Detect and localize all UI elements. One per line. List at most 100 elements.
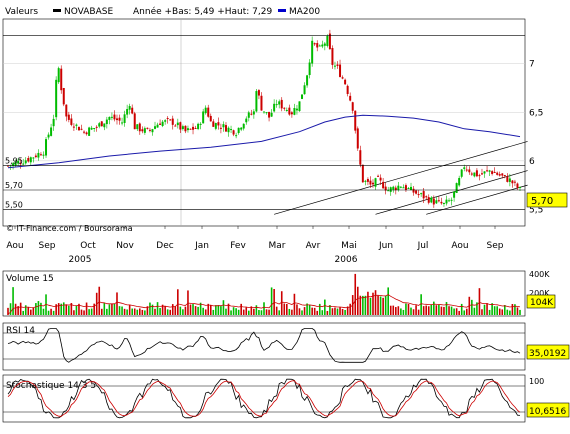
candle — [126, 104, 129, 119]
volume-bar — [374, 290, 377, 315]
volume-bar — [144, 310, 146, 315]
candle — [237, 127, 240, 135]
candle — [128, 103, 131, 115]
volume-bar — [12, 287, 14, 315]
candle — [32, 157, 35, 163]
candle — [263, 111, 265, 114]
volume-bar — [7, 307, 9, 315]
candle — [432, 195, 435, 208]
candle — [242, 123, 245, 131]
candle — [77, 126, 80, 131]
stochastic-tick-100: 100 — [529, 377, 544, 386]
volume-bar — [220, 306, 222, 315]
candle — [70, 114, 73, 127]
candle — [288, 104, 291, 116]
volume-bar — [260, 310, 263, 315]
volume-bar — [232, 307, 235, 315]
candle — [311, 36, 314, 67]
candle — [293, 103, 296, 116]
volume-bar — [389, 305, 392, 315]
volume-bar — [199, 302, 202, 315]
volume-bar — [410, 307, 412, 315]
candle — [379, 174, 382, 185]
candle — [453, 191, 456, 202]
volume-bar — [73, 310, 75, 315]
volume-bar — [164, 306, 166, 315]
volume-bar — [80, 309, 83, 315]
volume-bar — [146, 306, 149, 315]
candle — [382, 178, 385, 189]
rsi-line — [7, 328, 521, 363]
stochastic-last-label: 10,6516 — [529, 407, 566, 417]
year-stats: Année +Bas: 5,49 +Haut: 7,29 — [133, 6, 272, 17]
x-month-label: Fev — [230, 241, 246, 251]
volume-bar — [458, 310, 460, 315]
volume-bar — [372, 292, 374, 315]
volume-bar — [392, 305, 395, 315]
volume-bar — [303, 307, 306, 315]
candle — [214, 122, 217, 131]
volume-last-label: 104K — [530, 298, 554, 308]
volume-bar — [230, 310, 232, 315]
volume-bar — [326, 310, 329, 315]
volume-bar — [184, 306, 187, 315]
candle — [491, 170, 494, 176]
credit-text: © IT-Finance.com / Boursorama — [6, 224, 133, 233]
volume-bar — [253, 308, 255, 315]
volume-bar — [171, 304, 174, 315]
volume-bar — [68, 305, 70, 315]
candle — [204, 105, 207, 115]
price-level-label: 5,50 — [5, 200, 23, 209]
volume-bar — [433, 301, 435, 315]
volume-bar — [296, 304, 298, 315]
candle — [138, 122, 141, 135]
candle — [346, 84, 349, 97]
volume-bar — [149, 302, 151, 315]
volume-bar — [382, 297, 384, 315]
candle — [45, 136, 48, 158]
stochastic-panel: Stochastique 14 3 5 100 10,6516 — [2, 374, 570, 423]
candle — [440, 197, 443, 205]
volume-bar — [159, 308, 161, 315]
volume-bars — [7, 273, 521, 315]
candle — [255, 89, 258, 113]
volume-bar — [341, 308, 344, 315]
candle — [366, 177, 369, 186]
volume-bar — [103, 303, 106, 315]
candle — [171, 115, 174, 130]
volume-bar — [488, 309, 491, 315]
volume-bar — [70, 302, 73, 315]
candle — [55, 76, 58, 121]
candle — [250, 109, 253, 116]
volume-bar — [506, 309, 509, 315]
candle — [298, 101, 301, 112]
top-legend: Valeurs NOVABASE Année +Bas: 5,49 +Haut:… — [5, 6, 320, 17]
candle — [313, 42, 316, 46]
candle — [480, 168, 483, 175]
volume-bar — [222, 300, 225, 315]
candle — [141, 126, 144, 134]
candle — [37, 149, 40, 161]
rsi-last-label: 35,0192 — [529, 349, 566, 359]
candle — [65, 104, 68, 122]
volume-bar — [14, 303, 17, 315]
candle — [493, 167, 496, 173]
candle — [62, 87, 65, 107]
candle — [83, 130, 86, 135]
candle — [245, 116, 248, 125]
ma-legend-swatch — [278, 9, 286, 12]
volume-bar — [154, 308, 156, 315]
volume-bar — [215, 305, 217, 315]
candle — [316, 40, 319, 52]
volume-bar — [62, 302, 65, 315]
volume-bar — [225, 308, 227, 315]
volume-bar — [40, 302, 42, 315]
x-month-label: Mai — [341, 241, 357, 251]
candle — [425, 195, 428, 201]
volume-panel: Volume 15 400K 200K 104K — [2, 270, 556, 317]
candle — [478, 173, 481, 181]
candle — [136, 124, 139, 132]
volume-bar — [227, 303, 230, 315]
candle — [202, 108, 205, 124]
candle — [131, 104, 134, 115]
